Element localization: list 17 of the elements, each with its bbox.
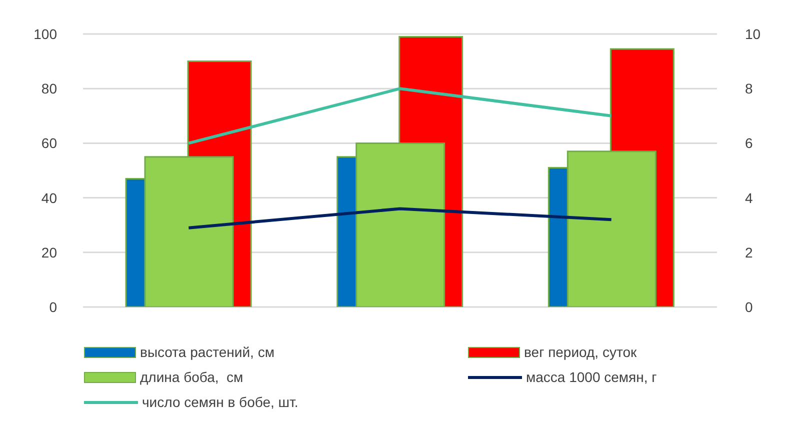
legend-label: вег период, суток	[524, 344, 637, 360]
y2-tick-label: 8	[745, 80, 753, 97]
y-tick-label: 60	[41, 135, 58, 152]
y-tick-label: 0	[49, 298, 58, 315]
y2-tick-label: 6	[745, 135, 753, 152]
legend-label: число семян в бобе, шт.	[142, 394, 298, 410]
legend-label: высота растений, см	[140, 344, 274, 360]
y-tick-label: 80	[41, 80, 58, 97]
y2-tick-label: 2	[745, 244, 753, 260]
legend-label: длина боба, см	[140, 369, 244, 385]
legend-label: масса 1000 семян, г	[526, 369, 657, 385]
y2-tick-label: 4	[745, 190, 753, 206]
y2-tick-label: 10	[745, 26, 761, 42]
y-tick-label: 100	[34, 26, 58, 42]
y2-tick-label: 0	[745, 298, 753, 315]
y-tick-label: 40	[41, 190, 58, 206]
y-tick-label: 20	[41, 244, 58, 260]
